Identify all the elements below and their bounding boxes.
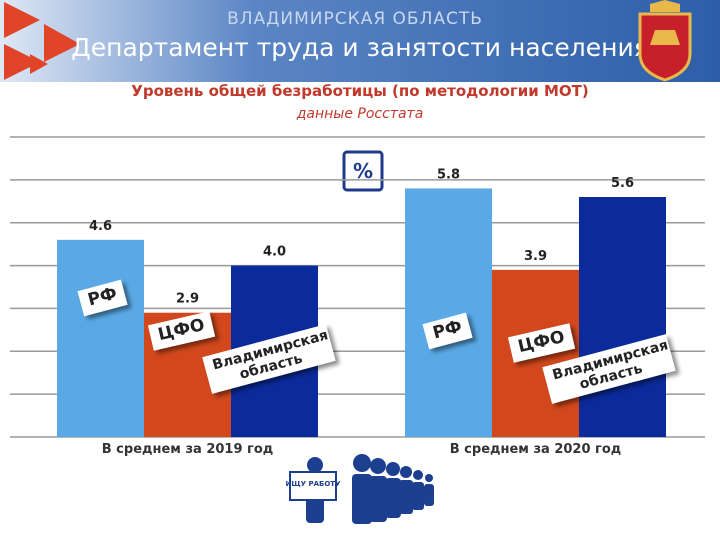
value-label: 5.8 [437, 167, 460, 182]
bar [579, 197, 666, 437]
value-label: 2.9 [176, 292, 199, 307]
logo [4, 2, 80, 80]
value-label: 4.6 [89, 219, 112, 234]
coat-of-arms [638, 0, 692, 82]
unit-badge: % [353, 159, 373, 183]
bar [405, 188, 492, 437]
sign-text: ИЩУ РАБОТУ [286, 480, 342, 488]
value-label: 4.0 [263, 245, 286, 260]
chart-subtitle: данные Росстата [296, 106, 424, 122]
x-tick-label: В среднем за 2019 год [102, 442, 274, 457]
bar [57, 239, 144, 437]
region: ВЛАДИМИРСКАЯ ОБЛАСТЬ [227, 9, 483, 29]
department: Департамент труда и занятости населения [71, 33, 649, 62]
value-label: 5.6 [611, 176, 634, 191]
header-band [0, 0, 720, 82]
x-tick-label: В среднем за 2020 год [450, 442, 622, 457]
value-label: 3.9 [524, 249, 547, 264]
chart-title: Уровень общей безработицы (по методологи… [131, 82, 588, 100]
job-seekers-illustration: ИЩУ РАБОТУ [286, 454, 434, 524]
